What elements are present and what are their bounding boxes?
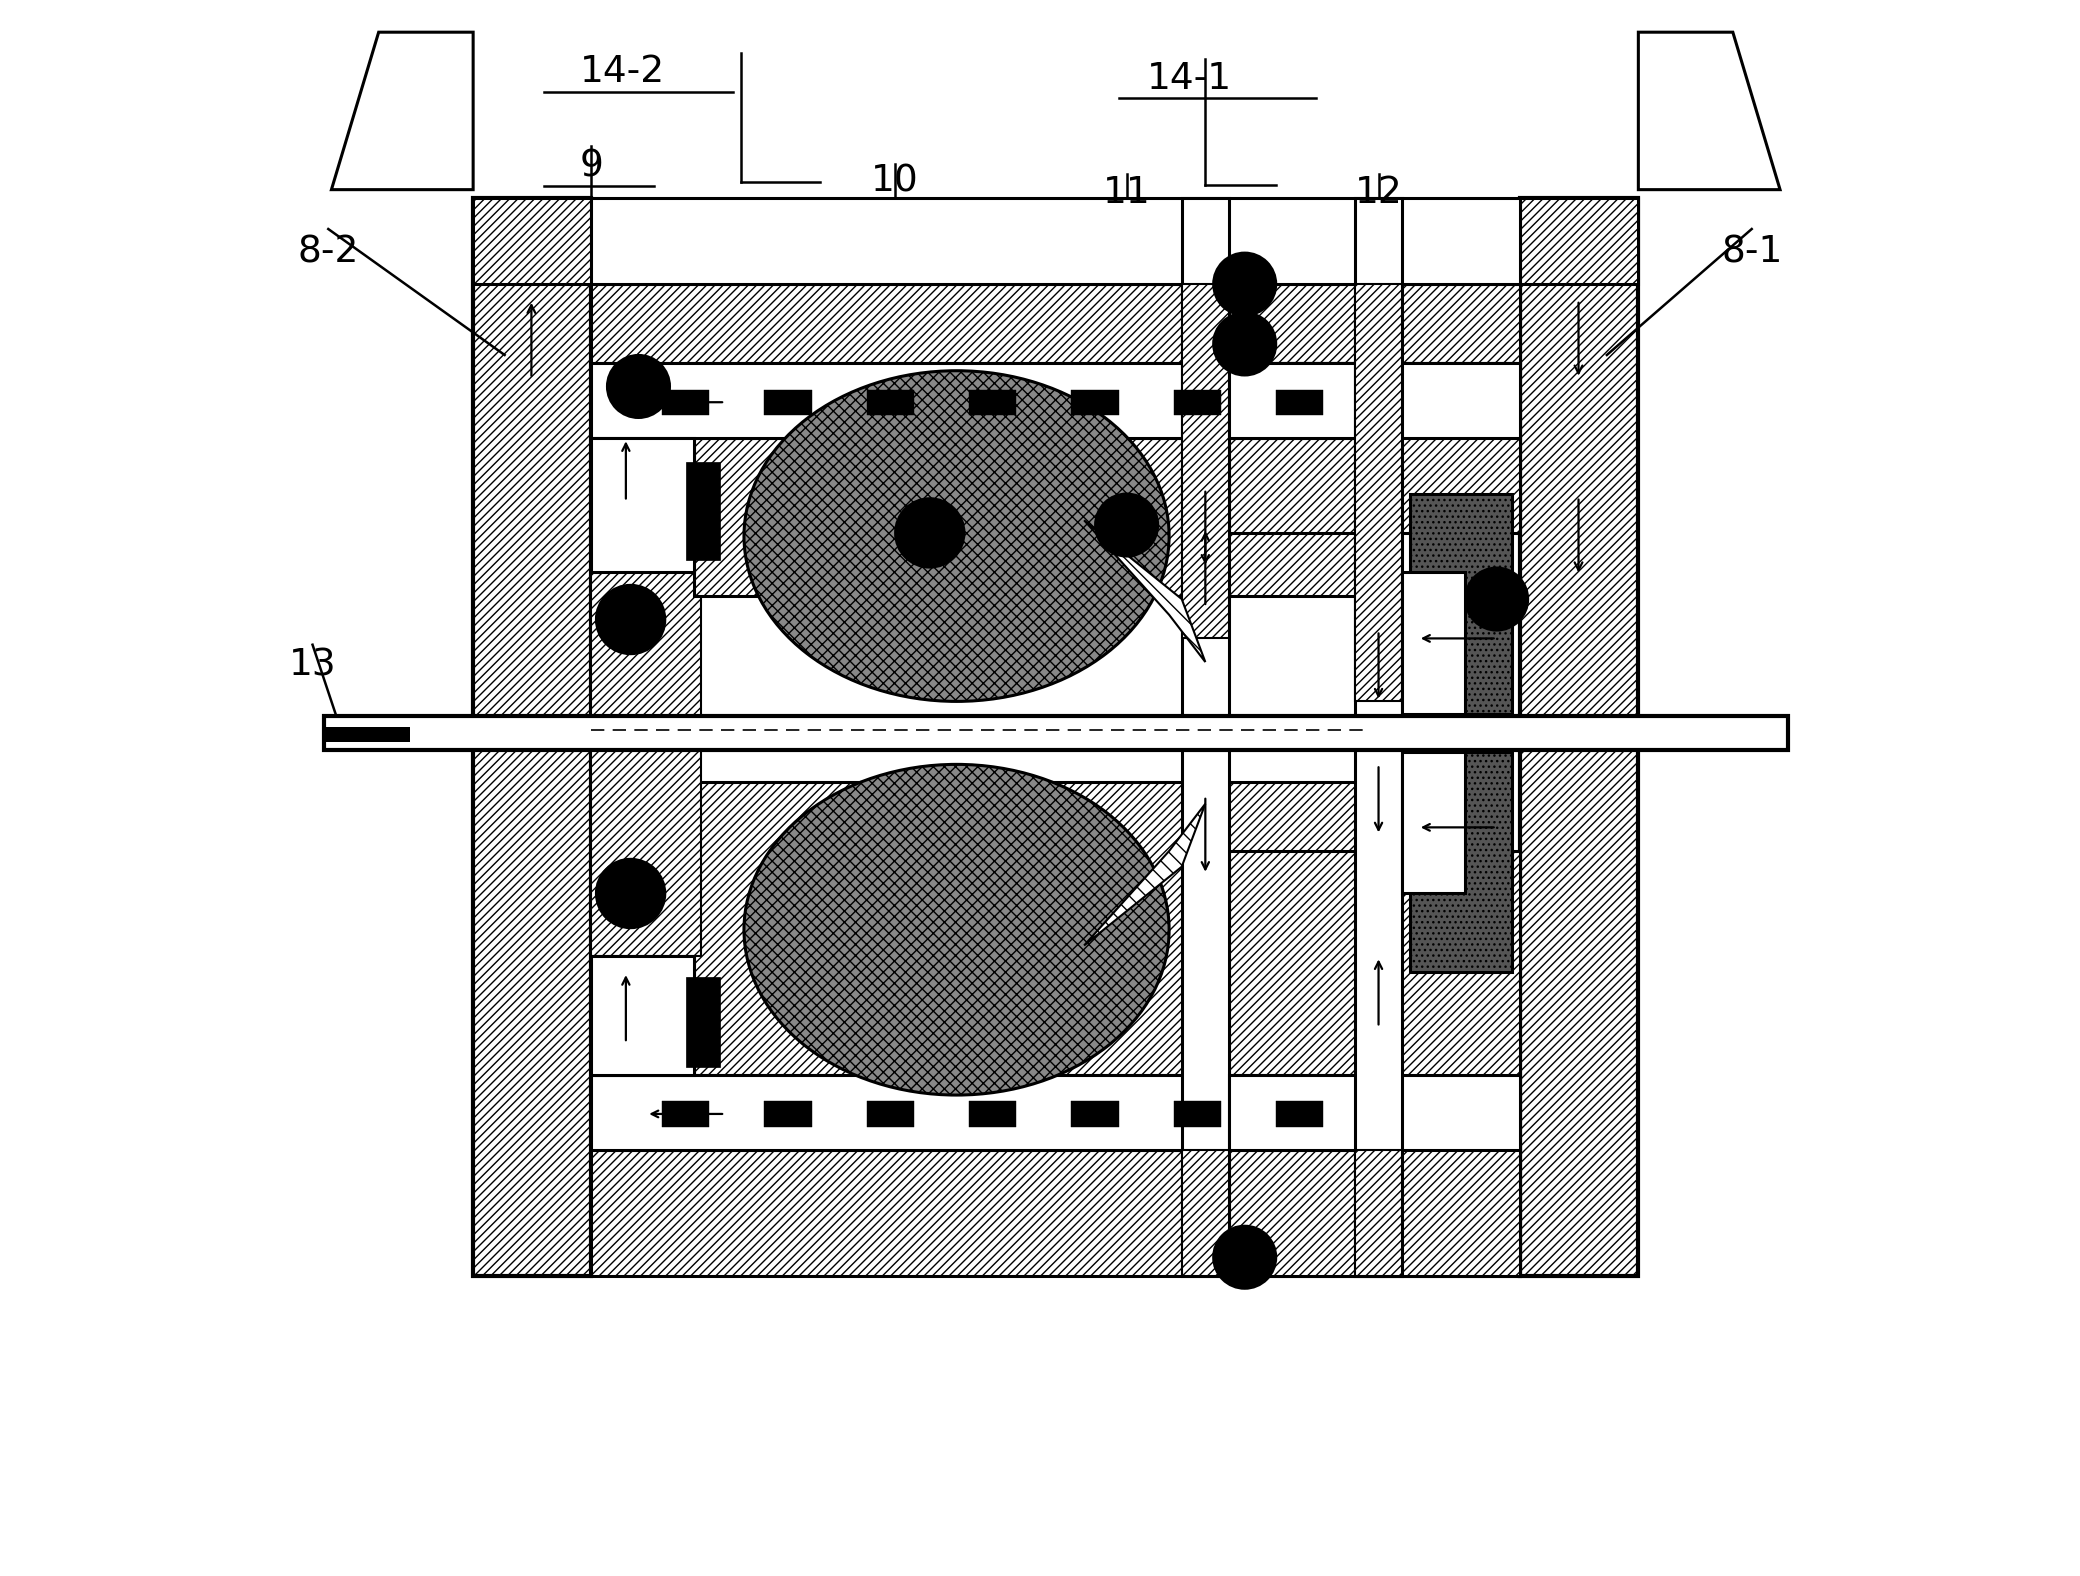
Bar: [969, 389, 1017, 414]
Bar: [1229, 362, 1520, 438]
Bar: [969, 1102, 1017, 1127]
Circle shape: [894, 498, 965, 567]
Bar: [765, 389, 811, 414]
Bar: [1354, 1150, 1402, 1277]
Text: 9: 9: [580, 148, 603, 184]
Bar: [591, 750, 701, 957]
Bar: [1354, 197, 1402, 1277]
Bar: [1277, 1102, 1323, 1127]
Bar: [1402, 752, 1464, 894]
Bar: [1173, 389, 1221, 414]
Bar: [591, 438, 693, 572]
Circle shape: [1213, 1226, 1277, 1289]
Bar: [1071, 389, 1119, 414]
Bar: [686, 977, 720, 1067]
Bar: [1229, 362, 1520, 533]
Text: 11: 11: [1102, 175, 1150, 211]
Text: 12: 12: [1354, 175, 1402, 211]
Bar: [591, 197, 1520, 284]
Bar: [591, 957, 693, 1075]
Circle shape: [607, 355, 670, 418]
Bar: [1181, 197, 1229, 1277]
Polygon shape: [1639, 32, 1780, 189]
Text: 14-1: 14-1: [1146, 61, 1231, 98]
Text: 8-2: 8-2: [297, 235, 360, 271]
Bar: [1410, 493, 1512, 714]
Bar: [1354, 284, 1402, 701]
Bar: [591, 284, 1520, 362]
Bar: [591, 362, 1362, 438]
Bar: [1277, 389, 1323, 414]
Bar: [1173, 1102, 1221, 1127]
Bar: [1229, 1075, 1520, 1150]
Bar: [867, 389, 913, 414]
Text: 10: 10: [872, 164, 919, 200]
Circle shape: [1094, 493, 1159, 556]
Polygon shape: [1084, 804, 1204, 946]
Bar: [1181, 284, 1229, 638]
Bar: [1071, 1102, 1119, 1127]
Text: 8-1: 8-1: [1720, 235, 1783, 271]
Bar: [1520, 197, 1639, 284]
Circle shape: [597, 859, 666, 928]
Polygon shape: [331, 32, 472, 189]
Bar: [661, 1102, 709, 1127]
Bar: [324, 727, 410, 742]
Bar: [686, 462, 720, 559]
Circle shape: [597, 585, 666, 654]
Bar: [765, 1102, 811, 1127]
Circle shape: [1213, 252, 1277, 315]
Ellipse shape: [745, 764, 1169, 1095]
Bar: [1229, 851, 1520, 1277]
Circle shape: [899, 501, 961, 564]
Polygon shape: [1084, 520, 1204, 662]
Text: 14-2: 14-2: [580, 54, 666, 90]
Ellipse shape: [745, 370, 1169, 701]
Bar: [693, 782, 1362, 1075]
Bar: [693, 438, 1362, 596]
Bar: [324, 716, 1789, 750]
Bar: [472, 197, 591, 1277]
Bar: [867, 1102, 913, 1127]
Bar: [591, 1075, 1362, 1150]
Circle shape: [1464, 567, 1529, 630]
Circle shape: [1213, 312, 1277, 375]
Bar: [1181, 1150, 1229, 1277]
Bar: [1520, 197, 1639, 1277]
Bar: [472, 197, 591, 284]
Text: 13: 13: [289, 648, 337, 682]
Bar: [661, 389, 709, 414]
Bar: [1410, 752, 1512, 972]
Bar: [1402, 572, 1464, 714]
Bar: [591, 1150, 1520, 1277]
Bar: [591, 438, 701, 722]
